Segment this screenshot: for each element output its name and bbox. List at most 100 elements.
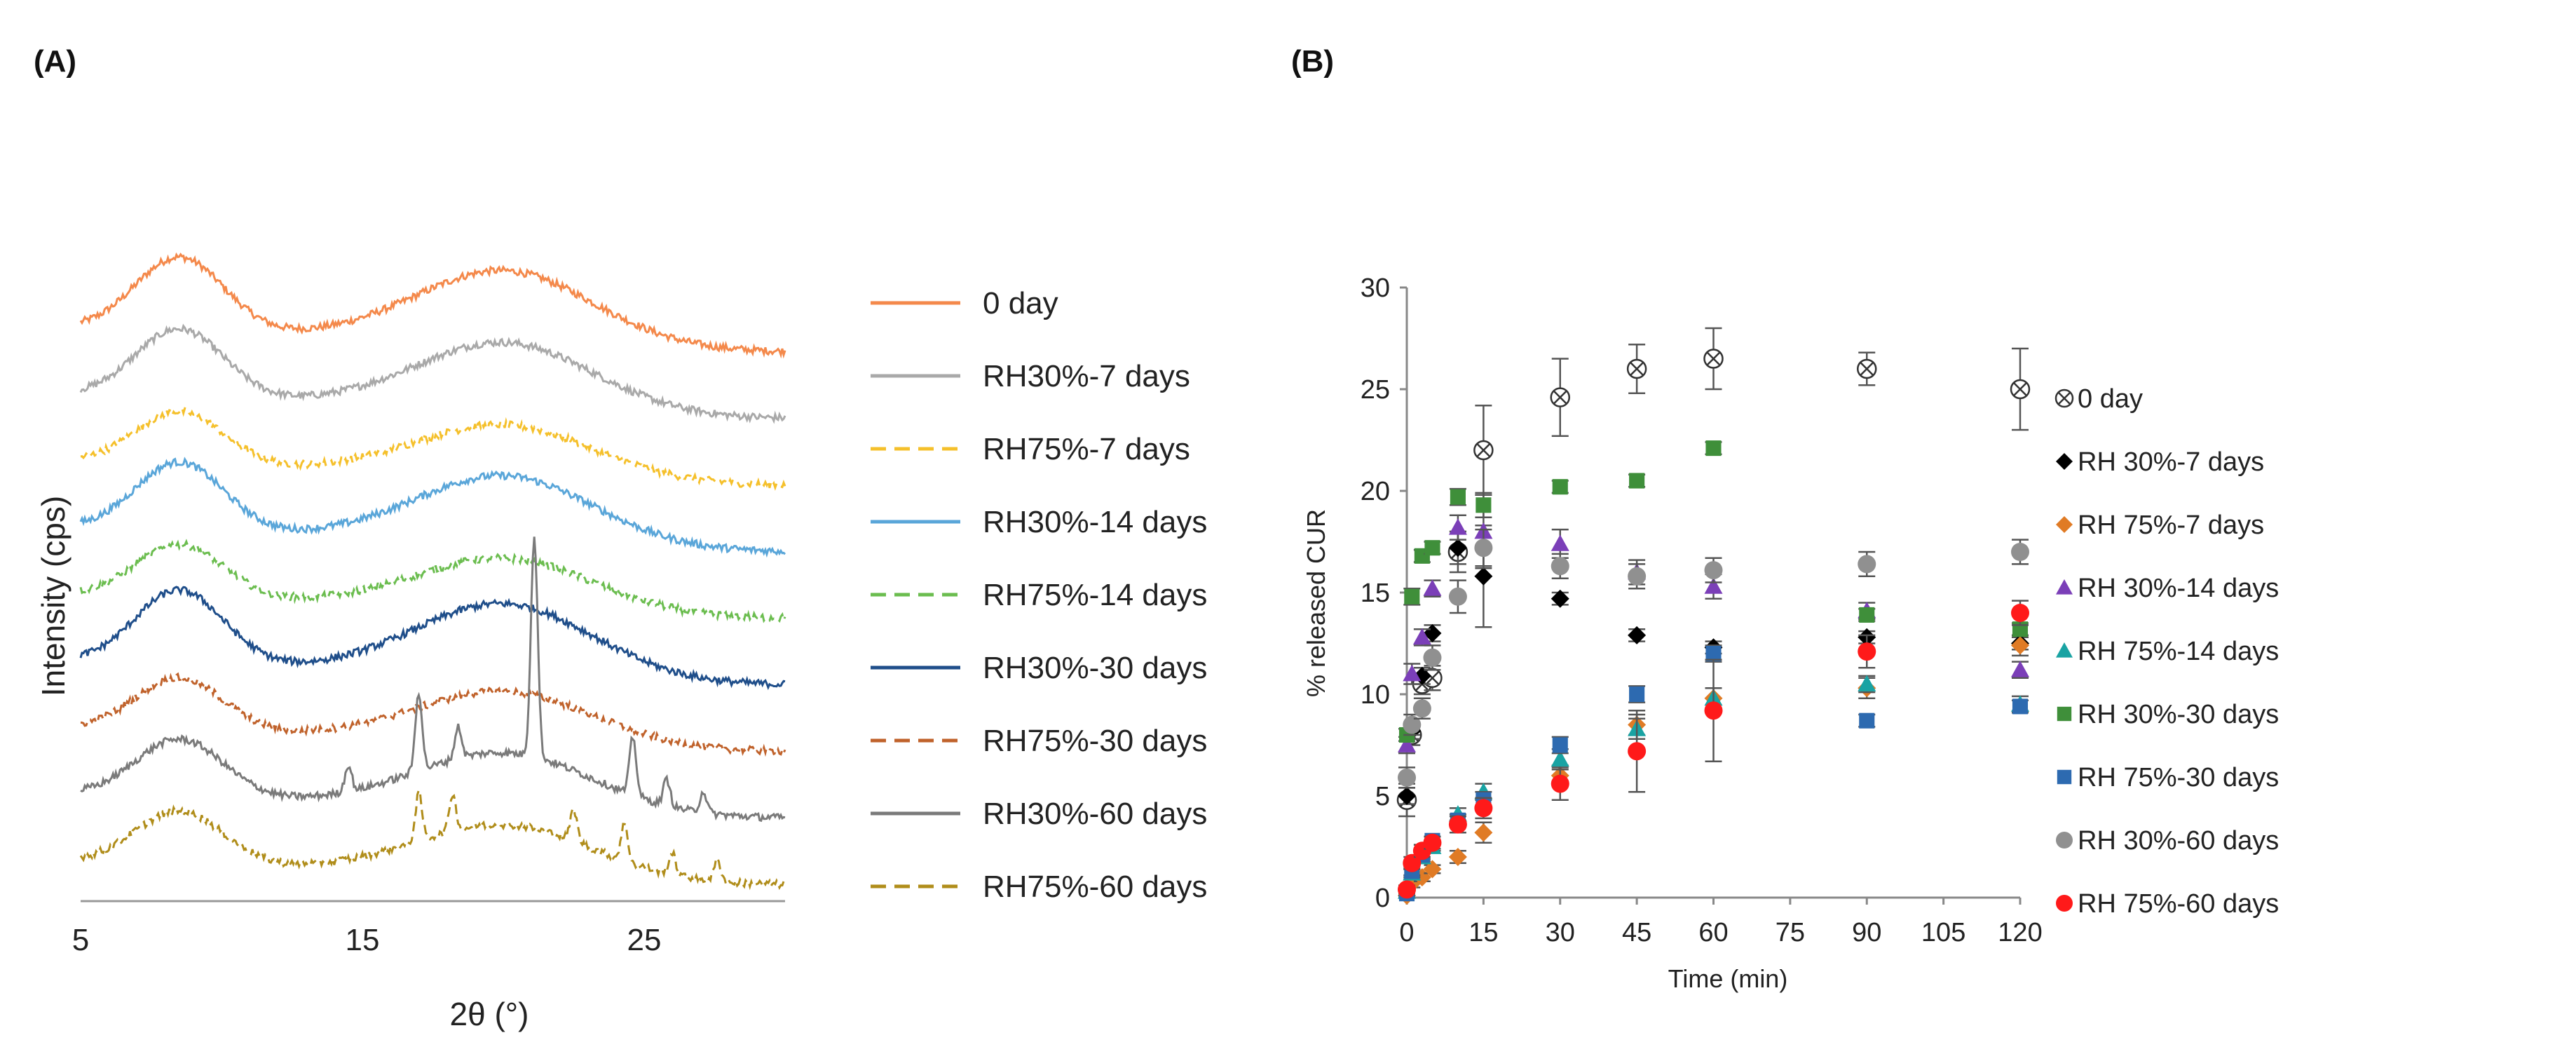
panel-b-release-chart: 0 5 10 15 20 25 30 0 15 30 45 60 75 90 105 120 [1361, 273, 2043, 947]
data-point-rh-75-7-days [1474, 823, 1493, 842]
panel-b-x-tick-label: 30 [1546, 918, 1575, 947]
data-point-rh-30-30-days [1404, 588, 1420, 604]
xrd-trace-rh75-60-days [79, 787, 786, 891]
data-point-rh-75-60-days [1858, 642, 1876, 661]
legend-b-label-rh-75-14-days: RH 75%-14 days [2078, 637, 2279, 666]
data-point-rh-30-7-days [1628, 626, 1647, 644]
panel-a-y-axis-label: Intensity (cps) [35, 496, 71, 696]
data-point-rh-75-60-days [1551, 774, 1569, 793]
data-point-0-day [2010, 379, 2031, 400]
xrd-trace-rh30-30-days [79, 586, 786, 691]
data-point-rh-75-7-days [1423, 860, 1442, 879]
panel-b-y-tick-label: 25 [1361, 375, 1390, 405]
data-point-rh-30-14-days [1403, 665, 1422, 682]
panel-a-legend: 0 day RH30%-7 days RH75%-7 days RH30%-14 da… [871, 286, 1207, 904]
legend-b-label-rh-30-14-days: RH 30%-14 days [2078, 574, 2279, 603]
legend-b-label-rh-30-60-days: RH 30%-60 days [2078, 826, 2279, 856]
data-point-rh-75-30-days [1552, 737, 1568, 753]
legend-a-label-rh75-7-days: RH75%-7 days [983, 432, 1190, 466]
data-point-0-day [1857, 358, 1877, 379]
data-point-rh-75-14-days [1551, 750, 1569, 767]
legend-b-label-rh-30-7-days: RH 30%-7 days [2078, 447, 2264, 477]
panel-a-x-tick-label: 25 [627, 923, 662, 957]
legend-b-label-rh-30-30-days: RH 30%-30 days [2078, 700, 2279, 729]
legend-a-label-rh75-14-days: RH75%-14 days [983, 578, 1207, 612]
data-point-rh-30-14-days [1412, 628, 1431, 645]
legend-a-label-rh75-30-days: RH75%-30 days [983, 724, 1207, 758]
data-point-rh-30-14-days [1704, 577, 1723, 594]
legend-b-marker-rh-30-60-days [2056, 832, 2073, 849]
data-point-rh-75-60-days [1628, 742, 1647, 761]
data-point-rh-30-14-days [2011, 661, 2029, 677]
panel-b-y-tick-label: 15 [1361, 579, 1390, 608]
legend-a-label-rh30-14-days: RH30%-14 days [983, 505, 1207, 539]
data-point-rh-30-30-days [1476, 497, 1492, 513]
data-point-rh-75-60-days [1398, 880, 1416, 899]
data-point-rh-75-60-days [1474, 799, 1493, 818]
legend-b-marker-rh-75-7-days [2056, 516, 2073, 533]
data-point-rh-75-7-days [2011, 636, 2029, 655]
series-rh-30-60-days [1398, 528, 2029, 789]
legend-b-marker-rh-75-30-days [2057, 769, 2072, 785]
xrd-trace-rh30-14-days [79, 457, 786, 558]
legend-a-label-rh30-30-days: RH30%-30 days [983, 651, 1207, 685]
data-point-rh-30-30-days [1859, 607, 1875, 623]
data-point-rh-30-30-days [1552, 479, 1568, 495]
legend-a-label-rh75-60-days: RH75%-60 days [983, 870, 1207, 904]
legend-b-marker-0-day [2054, 389, 2074, 408]
panel-b-y-tick-label: 20 [1361, 477, 1390, 506]
legend-b-label-0-day: 0 day [2078, 384, 2143, 414]
panel-b-x-axis-label: Time (min) [1668, 964, 1788, 993]
panel-b-x-tick-label: 75 [1776, 918, 1805, 947]
data-point-rh-75-30-days [1705, 645, 1722, 662]
data-point-rh-30-60-days [1398, 768, 1416, 787]
data-point-rh-75-30-days [1859, 712, 1875, 729]
xrd-trace-rh30-60-days [80, 536, 786, 823]
data-point-rh-30-30-days [1450, 489, 1466, 505]
panel-b-y-tick-label: 30 [1361, 273, 1390, 303]
data-point-rh-30-7-days [1474, 567, 1493, 586]
panel-b-x-tick-label: 60 [1698, 918, 1728, 947]
data-point-rh-30-60-days [1403, 715, 1422, 734]
panel-b-y-axis-label: % released CUR [1302, 509, 1330, 697]
panel-a-x-tick-label: 15 [346, 923, 380, 957]
legend-b-label-rh-75-60-days: RH 75%-60 days [2078, 889, 2279, 919]
data-point-rh-30-7-days [1398, 787, 1416, 805]
data-point-rh-30-14-days [1448, 518, 1467, 535]
data-point-rh-75-14-days [1858, 675, 1876, 691]
xrd-trace-rh75-14-days [79, 539, 786, 623]
data-point-rh-30-60-days [1423, 648, 1442, 667]
panel-b-x-tick-label: 120 [1998, 918, 2042, 947]
panel-b-x-tick-label: 45 [1622, 918, 1651, 947]
data-point-0-day [1626, 358, 1647, 379]
panel-a-label: (A) [34, 44, 76, 79]
data-point-rh-30-14-days [1551, 534, 1569, 551]
data-point-rh-30-60-days [1628, 567, 1647, 586]
legend-b-marker-rh-30-30-days [2057, 706, 2072, 722]
xrd-trace-0-day [79, 252, 786, 359]
data-point-rh-30-30-days [1705, 440, 1722, 457]
data-point-rh-30-14-days [1398, 736, 1416, 752]
panel-b-y-tick-label: 0 [1375, 884, 1390, 913]
panel-b-y-tick-label: 5 [1375, 782, 1390, 811]
legend-b-marker-rh-30-7-days [2056, 453, 2073, 470]
data-point-rh-75-30-days [1629, 686, 1645, 703]
xrd-trace-rh30-7-days [79, 323, 786, 424]
panel-b-x-tick-label: 15 [1468, 918, 1498, 947]
data-point-rh-75-60-days [1704, 701, 1723, 720]
data-point-rh-75-60-days [1423, 833, 1442, 852]
panel-b-label: (B) [1291, 44, 1334, 79]
data-point-rh-30-60-days [1448, 587, 1467, 606]
data-point-rh-75-30-days [2012, 698, 2029, 715]
data-point-0-day [1473, 440, 1494, 461]
data-point-0-day [1703, 349, 1724, 369]
panel-a-x-tick-label: 5 [72, 923, 89, 957]
legend-b-label-rh-75-30-days: RH 75%-30 days [2078, 763, 2279, 792]
panel-a-xrd-chart: 5 15 25 [72, 252, 786, 957]
data-point-rh-30-60-days [1858, 555, 1876, 574]
data-point-rh-75-60-days [2011, 604, 2029, 622]
data-point-rh-30-7-days [1448, 539, 1467, 558]
data-point-0-day [1550, 387, 1570, 407]
panel-b-legend: 0 day RH 30%-7 days RH 75%-7 days RH 30%-14… [2054, 384, 2279, 919]
